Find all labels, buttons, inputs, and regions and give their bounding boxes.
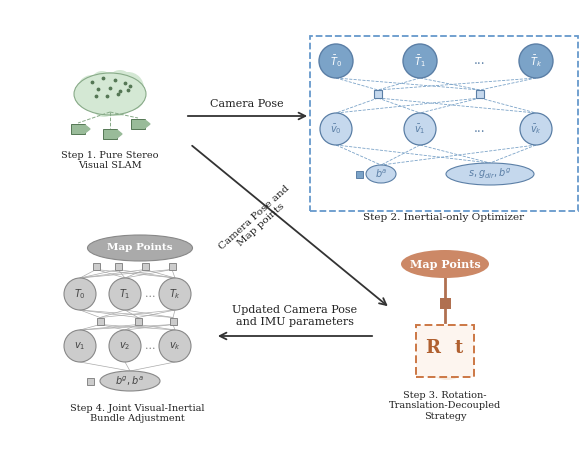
Bar — [476, 90, 484, 98]
Circle shape — [75, 86, 97, 108]
Text: $\bar{T}_k$: $\bar{T}_k$ — [530, 53, 542, 69]
Text: Camera Pose and
Map points: Camera Pose and Map points — [217, 183, 298, 259]
Text: Map Points: Map Points — [410, 259, 481, 270]
Text: $\bar{v}_k$: $\bar{v}_k$ — [530, 122, 542, 136]
Circle shape — [64, 330, 96, 362]
Text: Step 1. Pure Stereo
Visual SLAM: Step 1. Pure Stereo Visual SLAM — [62, 151, 159, 170]
Text: $v_2$: $v_2$ — [120, 340, 131, 352]
Text: ...: ... — [474, 54, 486, 67]
Bar — [93, 262, 100, 270]
Text: Step 2. Inertial-only Optimizer: Step 2. Inertial-only Optimizer — [363, 213, 524, 222]
Text: $\bar{T}_0$: $\bar{T}_0$ — [330, 53, 342, 69]
Circle shape — [421, 328, 473, 380]
Circle shape — [120, 86, 144, 110]
Text: Camera Pose: Camera Pose — [210, 99, 284, 109]
Text: $\bar{v}_1$: $\bar{v}_1$ — [414, 122, 426, 136]
Bar — [131, 119, 145, 129]
Text: $\bar{v}_0$: $\bar{v}_0$ — [330, 122, 342, 136]
Circle shape — [91, 91, 117, 117]
Circle shape — [91, 71, 113, 93]
Circle shape — [159, 278, 191, 310]
Circle shape — [77, 75, 107, 105]
Text: $T_1$: $T_1$ — [119, 287, 131, 301]
Polygon shape — [117, 130, 122, 138]
Circle shape — [104, 88, 132, 116]
Bar — [440, 297, 451, 309]
Ellipse shape — [100, 371, 160, 391]
Ellipse shape — [401, 250, 489, 278]
Bar — [87, 378, 94, 385]
Circle shape — [520, 113, 552, 145]
Circle shape — [108, 70, 132, 94]
Circle shape — [64, 278, 96, 310]
Circle shape — [112, 72, 144, 104]
Circle shape — [319, 44, 353, 78]
Circle shape — [519, 44, 553, 78]
Text: Map Points: Map Points — [107, 244, 173, 253]
Bar — [97, 318, 104, 325]
Ellipse shape — [74, 73, 146, 115]
Circle shape — [403, 44, 437, 78]
Bar — [114, 262, 121, 270]
Bar — [310, 36, 578, 211]
Bar — [374, 90, 382, 98]
Text: $s, g_{dir}, b^g$: $s, g_{dir}, b^g$ — [468, 167, 512, 181]
Bar — [416, 325, 474, 377]
Bar — [169, 262, 175, 270]
Circle shape — [159, 330, 191, 362]
Text: t: t — [455, 339, 463, 357]
Text: ...: ... — [145, 341, 155, 351]
Text: Step 3. Rotation-
Translation-Decoupled
Strategy: Step 3. Rotation- Translation-Decoupled … — [389, 391, 501, 421]
Circle shape — [404, 113, 436, 145]
Text: $b^g, b^a$: $b^g, b^a$ — [115, 374, 145, 388]
Text: R: R — [425, 339, 441, 357]
Bar — [356, 170, 363, 177]
Text: ...: ... — [145, 289, 155, 299]
Text: $\bar{T}_1$: $\bar{T}_1$ — [414, 53, 426, 69]
Text: $b^a$: $b^a$ — [374, 168, 387, 180]
Polygon shape — [85, 125, 90, 133]
Bar — [169, 318, 176, 325]
Bar — [141, 262, 148, 270]
Ellipse shape — [87, 235, 192, 261]
Bar — [135, 318, 141, 325]
Text: ...: ... — [474, 123, 486, 135]
Text: Step 4. Joint Visual-Inertial
Bundle Adjustment: Step 4. Joint Visual-Inertial Bundle Adj… — [70, 404, 205, 423]
Ellipse shape — [446, 163, 534, 185]
Text: $v_1$: $v_1$ — [74, 340, 86, 352]
Text: $T_0$: $T_0$ — [74, 287, 86, 301]
Circle shape — [109, 330, 141, 362]
Polygon shape — [145, 120, 150, 128]
Circle shape — [88, 72, 132, 116]
Circle shape — [109, 278, 141, 310]
Ellipse shape — [366, 165, 396, 183]
Text: $v_k$: $v_k$ — [169, 340, 181, 352]
Text: Updated Camera Pose
and IMU parameters: Updated Camera Pose and IMU parameters — [233, 305, 357, 327]
Circle shape — [320, 113, 352, 145]
Bar — [71, 124, 85, 134]
Bar — [103, 129, 117, 139]
Text: $T_k$: $T_k$ — [169, 287, 181, 301]
